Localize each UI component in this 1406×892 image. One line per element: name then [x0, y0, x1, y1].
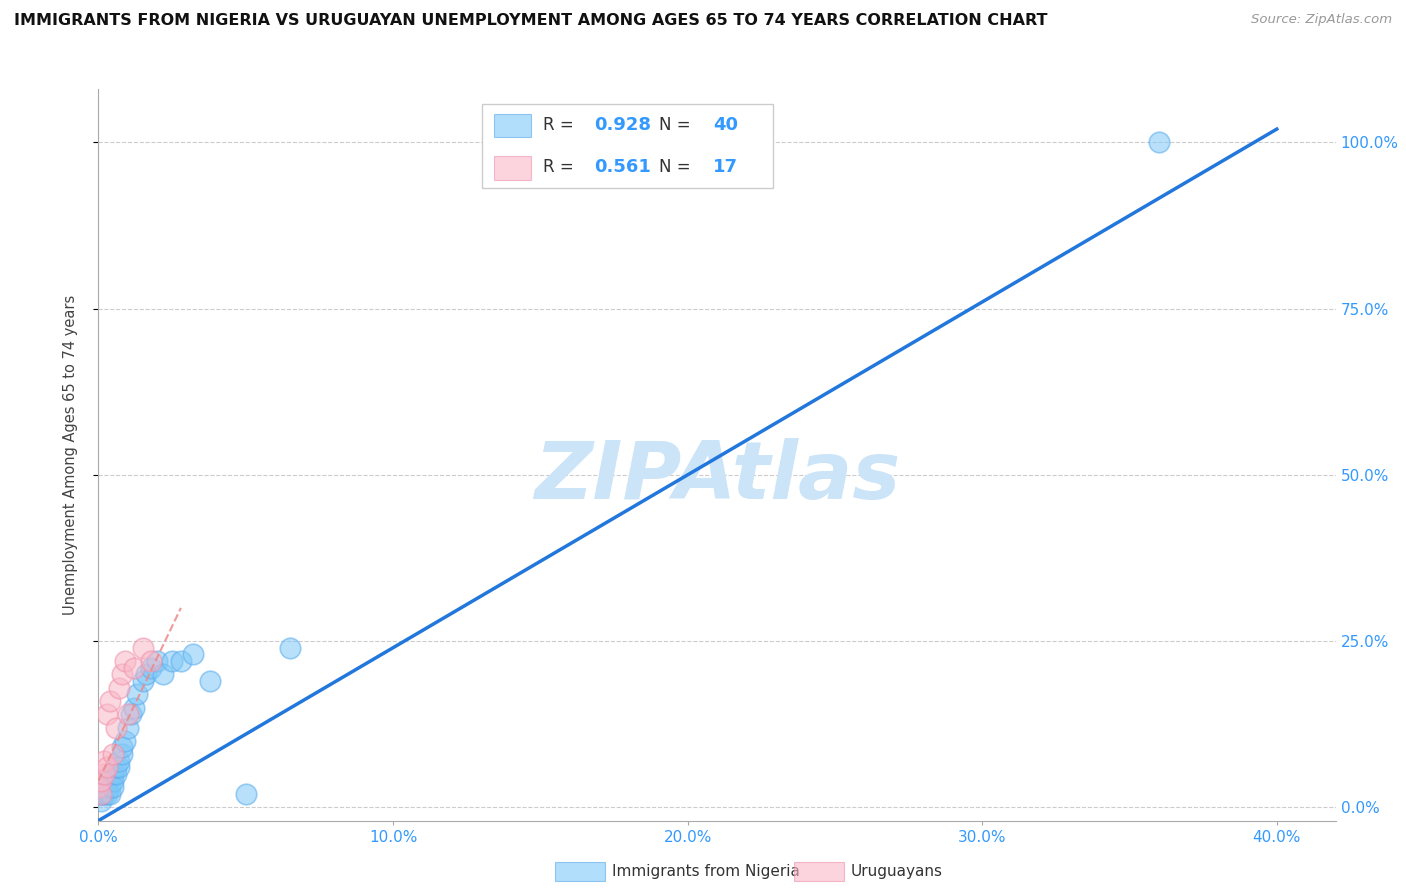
Point: [90, 773, 112, 788]
Point: [152, 667, 174, 681]
Point: [101, 767, 124, 781]
Point: [87, 780, 110, 795]
Point: [87, 787, 110, 801]
Point: [170, 654, 193, 668]
Point: [111, 747, 134, 761]
Point: [181, 648, 204, 662]
Point: [114, 734, 136, 748]
Point: [98, 767, 121, 781]
Text: Uruguayans: Uruguayans: [851, 864, 942, 879]
Point: [90, 794, 112, 808]
Point: [108, 760, 131, 774]
Point: [93, 754, 115, 768]
Point: [93, 767, 115, 781]
Point: [111, 740, 134, 755]
Text: Immigrants from Nigeria: Immigrants from Nigeria: [612, 864, 800, 879]
Point: [235, 787, 257, 801]
Point: [122, 700, 145, 714]
Point: [160, 654, 183, 668]
Point: [93, 773, 115, 788]
Point: [96, 707, 118, 722]
Point: [98, 694, 121, 708]
Point: [93, 787, 115, 801]
Point: [105, 721, 128, 735]
Point: [111, 667, 134, 681]
Point: [141, 661, 163, 675]
Point: [114, 654, 136, 668]
Point: [98, 787, 121, 801]
Y-axis label: Unemployment Among Ages 65 to 74 years: Unemployment Among Ages 65 to 74 years: [63, 294, 77, 615]
Point: [117, 721, 139, 735]
Point: [96, 780, 118, 795]
Text: ZIPAtlas: ZIPAtlas: [534, 438, 900, 516]
Point: [122, 661, 145, 675]
Point: [105, 767, 128, 781]
Point: [105, 760, 128, 774]
Point: [117, 707, 139, 722]
Point: [131, 640, 153, 655]
Point: [90, 787, 112, 801]
Text: IMMIGRANTS FROM NIGERIA VS URUGUAYAN UNEMPLOYMENT AMONG AGES 65 TO 74 YEARS CORR: IMMIGRANTS FROM NIGERIA VS URUGUAYAN UNE…: [14, 13, 1047, 29]
Point: [141, 654, 163, 668]
Point: [120, 707, 142, 722]
Point: [131, 673, 153, 688]
Point: [108, 754, 131, 768]
Text: Source: ZipAtlas.com: Source: ZipAtlas.com: [1251, 13, 1392, 27]
Point: [90, 780, 112, 795]
Point: [101, 780, 124, 795]
Point: [98, 780, 121, 795]
Point: [125, 687, 148, 701]
Point: [200, 673, 222, 688]
Point: [101, 773, 124, 788]
Point: [278, 640, 301, 655]
Point: [93, 787, 115, 801]
Point: [108, 681, 131, 695]
Point: [96, 773, 118, 788]
Point: [1147, 136, 1170, 150]
Point: [96, 787, 118, 801]
Point: [93, 780, 115, 795]
Point: [101, 747, 124, 761]
Point: [135, 667, 157, 681]
Point: [96, 760, 118, 774]
Point: [146, 654, 169, 668]
Point: [90, 787, 112, 801]
